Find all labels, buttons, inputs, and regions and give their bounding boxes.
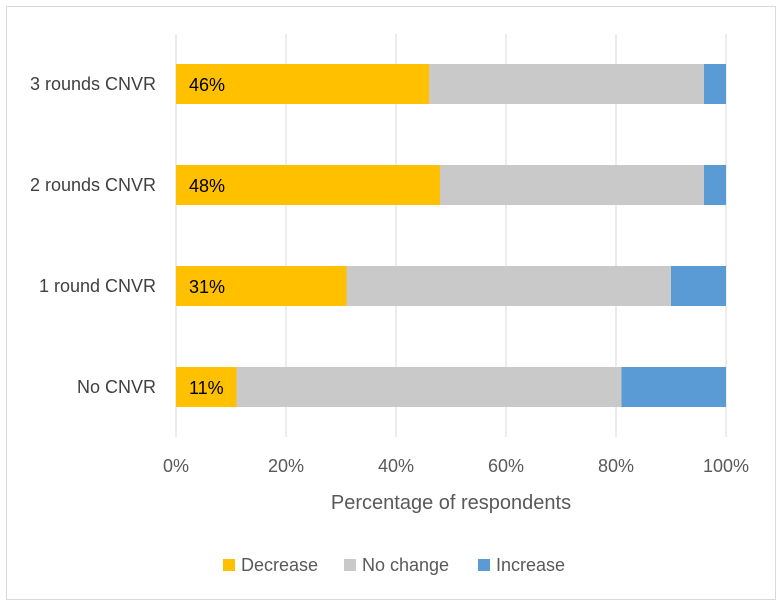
category-label: 1 round CNVR xyxy=(39,276,156,296)
category-label: 2 rounds CNVR xyxy=(30,175,156,195)
x-tick-label: 100% xyxy=(703,456,749,476)
bar-decrease xyxy=(176,64,429,104)
bar-no-change xyxy=(236,367,622,407)
bar-increase xyxy=(621,367,726,407)
data-labels: 46% 48% 31% 11% xyxy=(189,75,225,398)
legend-swatch-no-change xyxy=(344,559,356,571)
bar-increase xyxy=(671,266,726,306)
bar-increase xyxy=(704,64,726,104)
bar-no-change xyxy=(429,64,704,104)
data-label: 48% xyxy=(189,176,225,196)
data-label: 31% xyxy=(189,277,225,297)
bars xyxy=(176,64,726,407)
category-labels: 3 rounds CNVR 2 rounds CNVR 1 round CNVR No… xyxy=(30,74,156,397)
x-tick-label: 40% xyxy=(378,456,414,476)
category-label: No CNVR xyxy=(77,377,156,397)
legend-swatch-decrease xyxy=(223,559,235,571)
x-tick-label: 60% xyxy=(488,456,524,476)
legend: Decrease No change Increase xyxy=(223,555,565,575)
bar-decrease xyxy=(176,165,440,205)
x-axis-title: Percentage of respondents xyxy=(331,492,571,514)
legend-swatch-increase xyxy=(478,559,490,571)
x-tick-labels: 0% 20% 40% 60% 80% 100% xyxy=(163,456,749,476)
x-tick-label: 0% xyxy=(163,456,189,476)
legend-label: No change xyxy=(362,555,449,575)
data-label: 46% xyxy=(189,75,225,95)
legend-label: Decrease xyxy=(241,555,318,575)
bar-no-change xyxy=(346,266,671,306)
category-label: 3 rounds CNVR xyxy=(30,74,156,94)
bar-increase xyxy=(704,165,726,205)
bar-decrease xyxy=(176,266,347,306)
x-tick-label: 80% xyxy=(598,456,634,476)
bar-no-change xyxy=(440,165,704,205)
bar-decrease xyxy=(176,367,237,407)
x-tick-label: 20% xyxy=(268,456,304,476)
legend-label: Increase xyxy=(496,555,565,575)
data-label: 11% xyxy=(189,378,224,398)
